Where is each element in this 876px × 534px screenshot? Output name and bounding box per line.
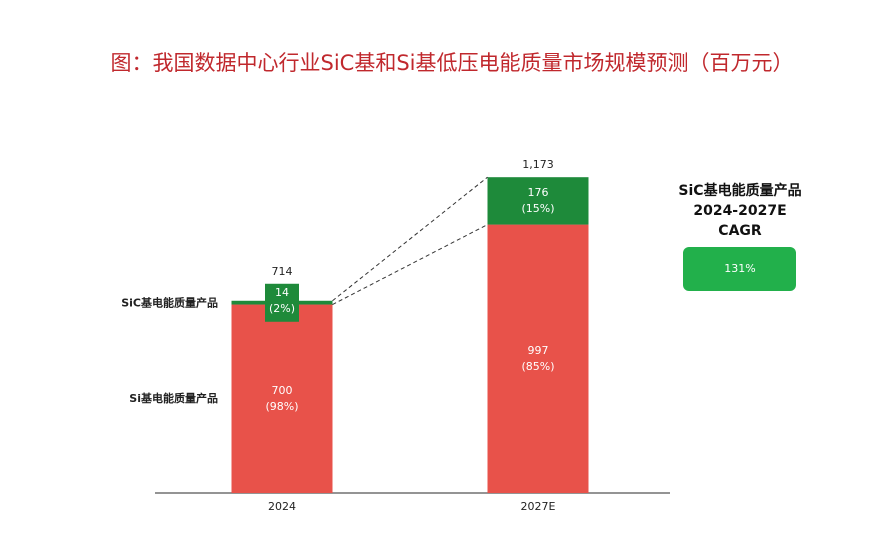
x-tick-label: 2024	[268, 500, 296, 513]
share-label: (85%)	[521, 360, 554, 373]
cagr-value: 131%	[724, 262, 755, 275]
x-tick-label: 2027E	[521, 500, 556, 513]
bar-segment	[487, 177, 589, 225]
label-box	[265, 283, 299, 322]
value-label: 176	[528, 186, 549, 199]
total-label: 1,173	[522, 158, 554, 171]
share-label: (98%)	[265, 400, 298, 413]
total-label: 714	[272, 265, 293, 278]
connector	[332, 176, 488, 302]
value-label: 14	[275, 286, 289, 299]
value-label: 997	[528, 344, 549, 357]
cagr-box	[683, 247, 796, 291]
legend-label: SiC基电能质量产品	[121, 296, 218, 310]
cagr-title: SiC基电能质量产品	[678, 182, 801, 199]
cagr-title: 2024-2027E	[693, 203, 786, 219]
legend-label: Si基电能质量产品	[129, 391, 218, 405]
share-label: (15%)	[521, 202, 554, 215]
cagr-title: CAGR	[718, 223, 762, 239]
connector	[332, 224, 488, 305]
chart-title: 图：我国数据中心行业SiC基和Si基低压电能质量市场规模预测（百万元）	[111, 51, 794, 75]
bar-segment	[487, 224, 589, 494]
bar-segment	[231, 304, 333, 493]
share-label: (2%)	[269, 302, 295, 315]
value-label: 700	[272, 384, 293, 397]
